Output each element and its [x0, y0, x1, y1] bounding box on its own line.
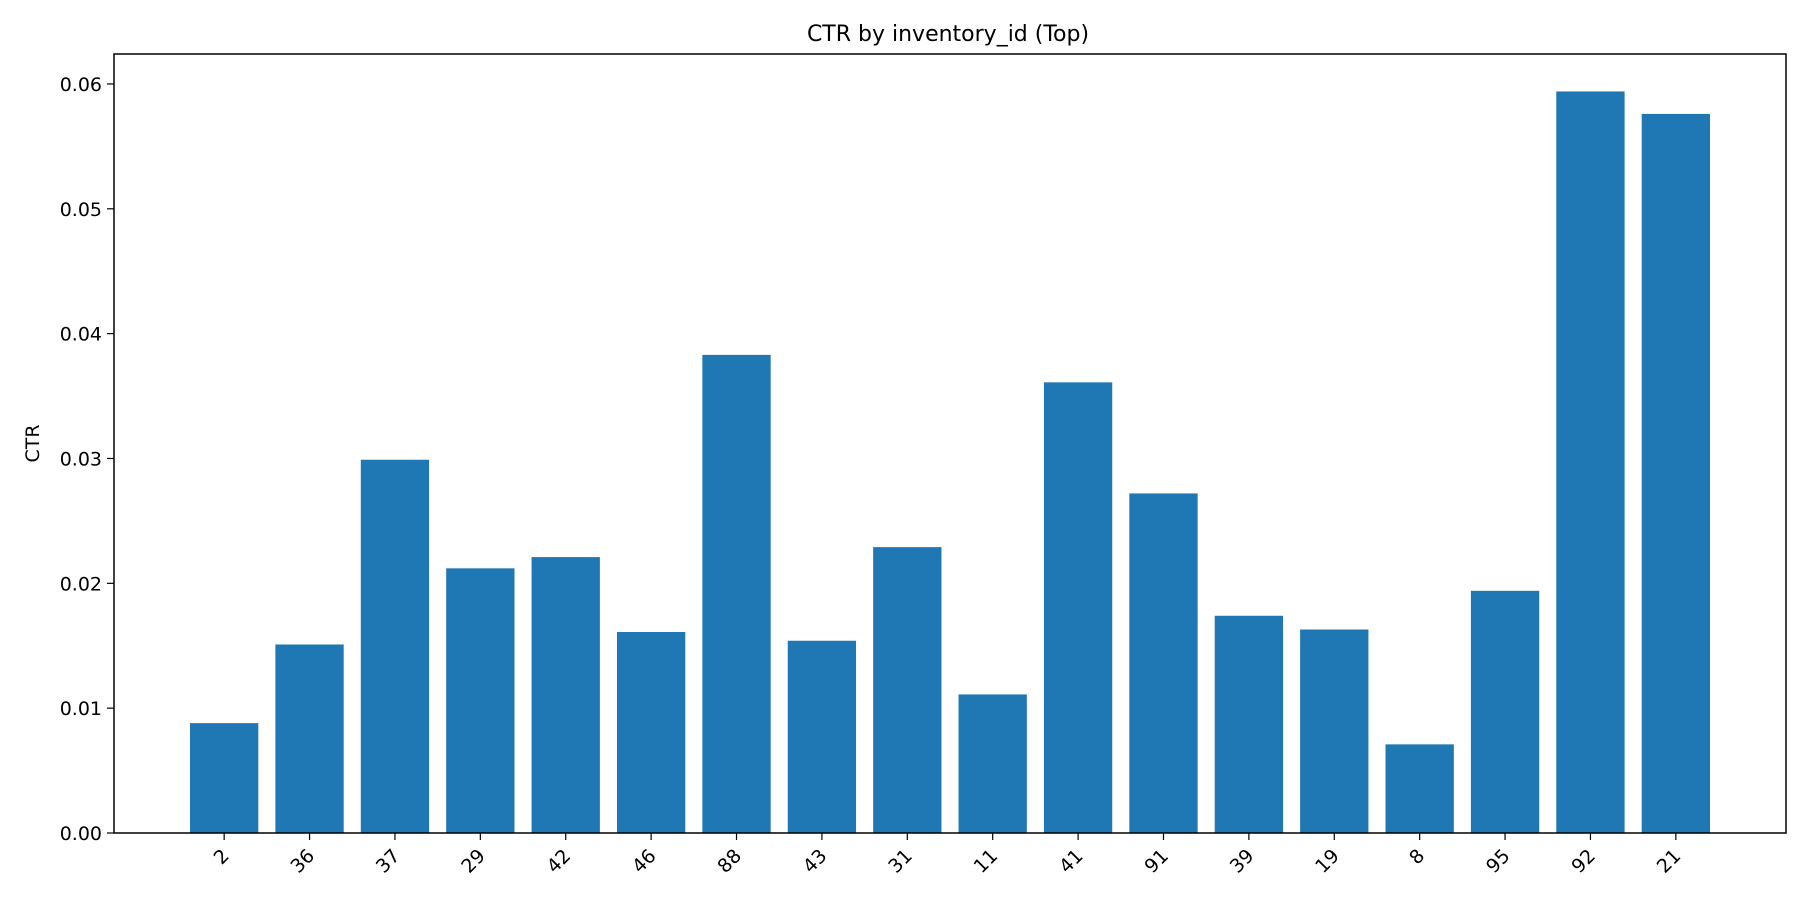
bar-29 [446, 568, 515, 833]
bar-37 [360, 459, 430, 833]
y-tick-label: 0.06 [60, 74, 102, 96]
plot-frame [113, 53, 1787, 834]
y-tick-label: 0.01 [60, 698, 102, 720]
chart-title: CTR by inventory_id (Top) [807, 22, 1089, 47]
bar-19 [1300, 629, 1369, 833]
x-axis: 2 36 37 29 42 46 88 43 31 11 41 91 39 19 8 95 92 21 [210, 833, 1686, 878]
bar-39 [1214, 615, 1284, 833]
x-tick-label: 11 [970, 845, 1003, 878]
bar-31 [873, 547, 942, 833]
x-tick-label: 8 [1405, 845, 1429, 869]
x-tick-label: 37 [372, 845, 405, 878]
x-tick-label: 31 [884, 845, 917, 878]
bars-group [190, 91, 1710, 834]
y-tick-label: 0.05 [60, 199, 102, 221]
y-tick-label: 0.02 [60, 573, 102, 595]
x-tick-label: 29 [457, 845, 490, 878]
x-tick-label: 19 [1311, 845, 1344, 878]
y-tick-label: 0.00 [60, 823, 102, 845]
x-tick-label: 46 [628, 845, 661, 878]
bar-88 [702, 354, 771, 833]
x-tick-label: 21 [1653, 845, 1686, 878]
bar-41 [1043, 382, 1113, 833]
x-tick-label: 39 [1226, 845, 1259, 878]
x-tick-label: 36 [286, 845, 319, 878]
bar-46 [616, 632, 686, 833]
x-tick-label: 43 [799, 845, 832, 878]
bar-95 [1470, 590, 1540, 833]
bar-8 [1385, 744, 1454, 833]
x-tick-label: 95 [1482, 845, 1515, 878]
x-tick-label: 92 [1567, 845, 1600, 878]
x-tick-label: 91 [1140, 845, 1173, 878]
x-tick-label: 41 [1055, 845, 1088, 878]
bar-36 [275, 644, 344, 833]
bar-2 [190, 723, 259, 833]
x-tick-label: 42 [543, 845, 576, 878]
y-axis: 0.00 0.01 0.02 0.03 0.04 0.05 0.06 [60, 74, 114, 845]
x-tick-label: 2 [210, 845, 234, 869]
bar-11 [958, 694, 1027, 833]
y-tick-label: 0.03 [60, 448, 102, 470]
bar-21 [1641, 113, 1710, 834]
y-tick-label: 0.04 [60, 324, 102, 346]
x-tick-label: 88 [713, 845, 746, 878]
bar-42 [531, 557, 600, 833]
bar-43 [787, 640, 857, 833]
y-axis-label: CTR [22, 424, 44, 462]
bar-92 [1556, 91, 1625, 833]
bar-91 [1129, 493, 1198, 833]
